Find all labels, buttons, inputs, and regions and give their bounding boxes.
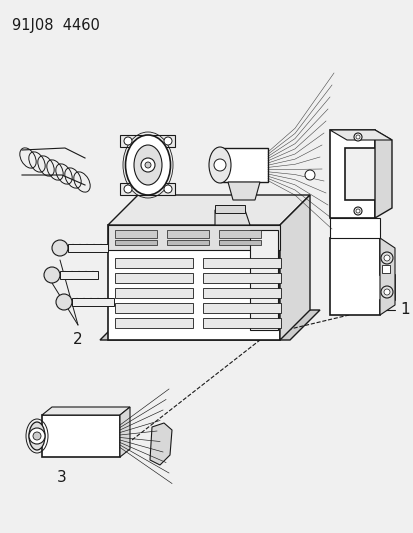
Bar (115, 258, 192, 268)
Bar (42, 415, 120, 457)
Polygon shape (329, 130, 374, 218)
Circle shape (383, 289, 389, 295)
Polygon shape (150, 423, 171, 465)
Bar (249, 230, 277, 330)
Bar (202, 273, 280, 283)
Polygon shape (379, 238, 394, 315)
Circle shape (380, 286, 392, 298)
Bar (202, 303, 280, 313)
Circle shape (52, 240, 68, 256)
Circle shape (353, 133, 361, 141)
Ellipse shape (209, 147, 230, 183)
Polygon shape (374, 130, 391, 218)
Circle shape (124, 185, 132, 193)
Circle shape (164, 185, 171, 193)
Bar (202, 288, 280, 298)
Text: 2: 2 (73, 333, 83, 348)
Polygon shape (279, 195, 309, 340)
Circle shape (355, 209, 359, 213)
Circle shape (44, 267, 60, 283)
Ellipse shape (29, 422, 45, 450)
Bar (120, 183, 175, 195)
Bar (381, 265, 389, 273)
Bar (218, 240, 260, 245)
Circle shape (29, 428, 45, 444)
Polygon shape (219, 148, 267, 182)
Bar (72, 298, 114, 306)
Circle shape (353, 207, 361, 215)
Circle shape (164, 137, 171, 145)
Bar (166, 230, 209, 238)
Bar (115, 273, 192, 283)
Circle shape (214, 159, 225, 171)
Bar (202, 318, 280, 328)
Bar (108, 225, 279, 250)
Polygon shape (228, 182, 259, 200)
Bar (166, 240, 209, 245)
Bar (115, 240, 157, 245)
Text: 91J08  4460: 91J08 4460 (12, 18, 100, 33)
Circle shape (383, 255, 389, 261)
Polygon shape (108, 195, 309, 225)
Bar (108, 225, 279, 340)
Circle shape (304, 170, 314, 180)
Polygon shape (329, 130, 391, 140)
Polygon shape (100, 310, 319, 340)
Bar (115, 303, 192, 313)
Polygon shape (214, 210, 249, 225)
Bar (115, 230, 157, 238)
Polygon shape (329, 238, 394, 315)
Bar (218, 230, 260, 238)
Bar (120, 135, 175, 147)
Bar (60, 271, 98, 279)
Bar (329, 218, 379, 238)
Ellipse shape (125, 135, 170, 195)
Circle shape (380, 252, 392, 264)
Text: 1: 1 (399, 303, 408, 318)
Circle shape (124, 137, 132, 145)
Polygon shape (42, 407, 130, 415)
Bar (68, 244, 108, 252)
Circle shape (141, 158, 154, 172)
Bar (115, 288, 192, 298)
Circle shape (33, 432, 41, 440)
Circle shape (145, 162, 151, 168)
Circle shape (56, 294, 72, 310)
Bar (202, 258, 280, 268)
Ellipse shape (134, 145, 161, 185)
Circle shape (355, 135, 359, 139)
Bar (214, 205, 244, 213)
Bar (115, 318, 192, 328)
Polygon shape (120, 407, 130, 457)
Text: 3: 3 (57, 470, 67, 484)
